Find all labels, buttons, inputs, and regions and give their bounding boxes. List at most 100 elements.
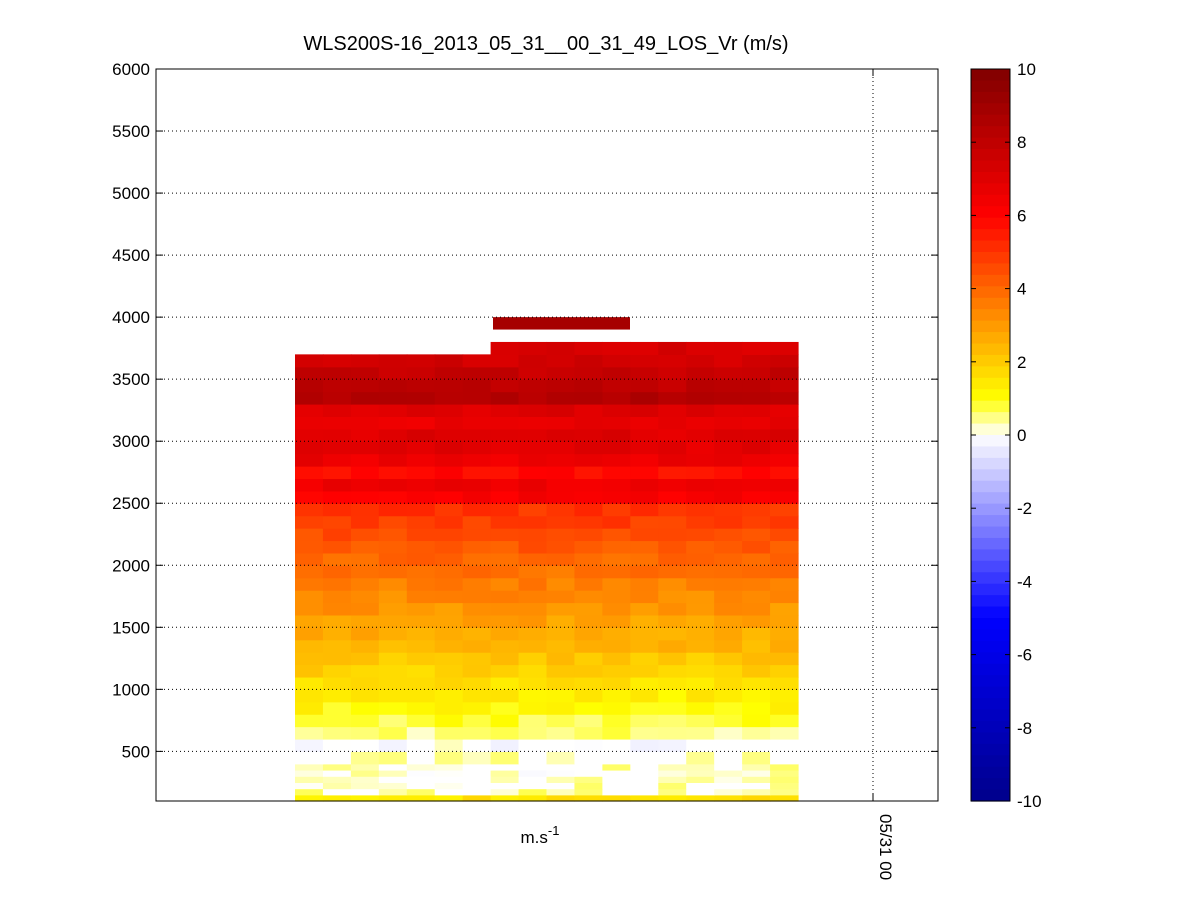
heatmap-cell (574, 490, 603, 504)
heatmap-cell (602, 428, 631, 442)
heatmap-cell (770, 782, 799, 790)
heatmap-cell (462, 614, 492, 628)
heatmap-cell (770, 689, 799, 703)
heatmap-cell (462, 676, 492, 690)
heatmap-cell (322, 490, 352, 504)
heatmap-cell (462, 776, 492, 783)
heatmap-cell (714, 441, 743, 455)
heatmap-cell (742, 726, 771, 740)
heatmap-cell (742, 379, 771, 393)
heatmap-cell (714, 515, 743, 529)
heatmap-cell (378, 763, 408, 771)
heatmap-cell (742, 478, 771, 492)
colorbar-step (971, 640, 1010, 653)
heatmap-cell (434, 515, 464, 529)
heatmap-cell (658, 676, 687, 690)
heatmap-cell (658, 788, 687, 796)
colorbar-step (971, 297, 1010, 310)
heatmap-cell (406, 614, 436, 628)
heatmap-cell (602, 763, 631, 771)
heatmap-cell (714, 701, 743, 715)
heatmap-cell (322, 769, 352, 777)
colorbar-step (971, 412, 1010, 425)
heatmap-cell (490, 769, 520, 777)
heatmap-cell (714, 403, 743, 417)
heatmap-cell (714, 528, 743, 542)
heatmap-cell (490, 366, 520, 380)
heatmap-cell (490, 652, 520, 666)
colorbar-step (971, 274, 1010, 287)
heatmap-cell (686, 565, 715, 579)
heatmap-cell (770, 565, 799, 579)
heatmap-cell (742, 788, 771, 796)
heatmap-cell (378, 689, 408, 703)
heatmap-cell (490, 391, 520, 405)
heatmap-cell (686, 441, 715, 455)
heatmap-cell (574, 540, 603, 554)
heatmap-cell (714, 354, 743, 368)
heatmap-cell (686, 428, 715, 442)
heatmap-cell (546, 441, 576, 455)
heatmap-cell (462, 701, 492, 715)
heatmap-cell (630, 788, 659, 796)
heatmap-cell (378, 738, 408, 752)
heatmap-cell (658, 614, 687, 628)
heatmap-cell (295, 528, 324, 542)
heatmap-cell (686, 416, 715, 430)
heatmap-cell (770, 341, 799, 355)
colorbar-step (971, 354, 1010, 367)
heatmap-cell (322, 751, 352, 765)
heatmap-cell (295, 751, 324, 765)
heatmap-cell (770, 763, 799, 771)
heatmap-cell (770, 453, 799, 467)
colorbar-step (971, 572, 1010, 585)
colorbar-step (971, 789, 1010, 802)
heatmap-cell (546, 639, 576, 653)
y-tick-label: 5000 (112, 184, 150, 203)
heatmap-cell (742, 416, 771, 430)
heatmap-cell (546, 428, 576, 442)
heatmap-cell (602, 652, 631, 666)
heatmap-cell (546, 366, 576, 380)
heatmap-cell (378, 782, 408, 790)
heatmap-cell (658, 590, 687, 604)
heatmap-cell (462, 503, 492, 517)
heatmap-cell (406, 590, 436, 604)
heatmap-cell (434, 403, 464, 417)
heatmap-cell (322, 565, 352, 579)
heatmap-cell (686, 577, 715, 591)
heatmap-cell (295, 453, 324, 467)
heatmap-cell (490, 515, 520, 529)
heatmap-cell (518, 528, 548, 542)
heatmap-cell (714, 466, 743, 480)
heatmap-cell (490, 614, 520, 628)
heatmap-cell (574, 341, 603, 355)
heatmap-cell (714, 794, 743, 802)
heatmap-cell (686, 714, 715, 728)
heatmap-cell (434, 391, 464, 405)
heatmap-cell (322, 590, 352, 604)
colorbar-step (971, 183, 1010, 196)
heatmap-cell (378, 769, 408, 777)
heatmap-cell (686, 379, 715, 393)
heatmap-cell (378, 652, 408, 666)
heatmap-cell (602, 639, 631, 653)
heatmap-cell (574, 466, 603, 480)
heatmap-cell (742, 354, 771, 368)
heatmap-cell (462, 714, 492, 728)
heatmap-cell (322, 782, 352, 790)
colorbar-step (971, 286, 1010, 299)
heatmap-cell (406, 453, 436, 467)
colorbar-step (971, 618, 1010, 631)
heatmap-cell (770, 577, 799, 591)
heatmap-cell (686, 788, 715, 796)
y-tick-label: 1000 (112, 680, 150, 699)
colorbar-step (971, 629, 1010, 642)
heatmap-cell (295, 769, 324, 777)
heatmap-cell (518, 490, 548, 504)
heatmap-cell (658, 341, 687, 355)
heatmap-cell (770, 528, 799, 542)
heatmap-cell (434, 602, 464, 616)
heatmap-cell (462, 466, 492, 480)
heatmap-cell (714, 590, 743, 604)
